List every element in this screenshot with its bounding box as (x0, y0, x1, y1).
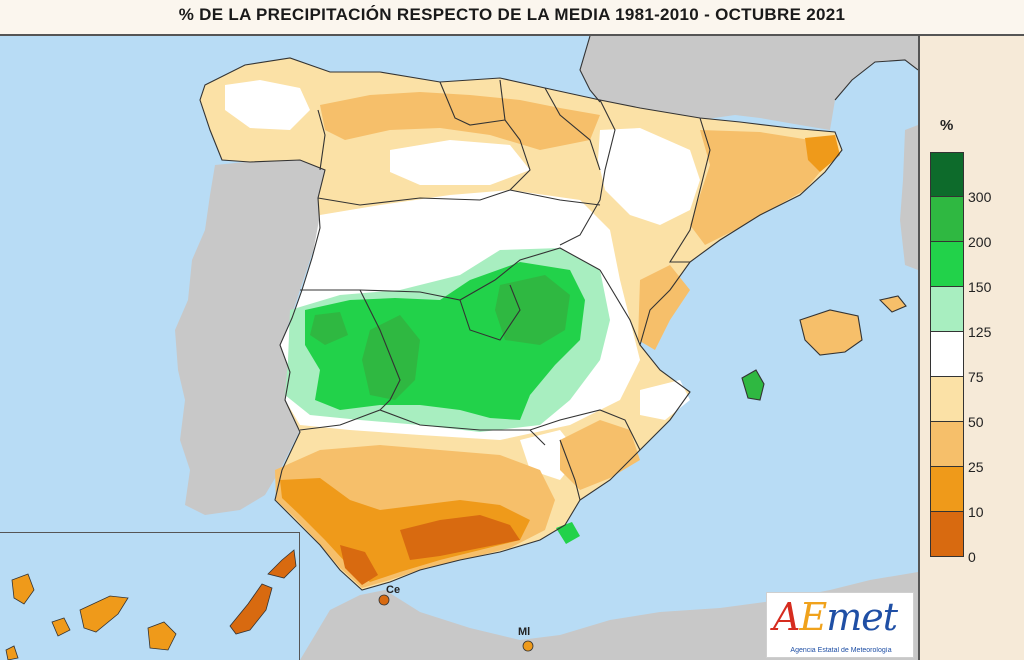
aemet-logo-subtitle: Agencia Estatal de Meteorología (790, 647, 892, 654)
africa-land (300, 572, 918, 660)
region-very-wet-3 (310, 312, 348, 345)
region-normal-galicia (225, 80, 310, 130)
legend-break-label: 25 (968, 459, 984, 475)
legend-swatch (930, 242, 964, 287)
region-normal-east (598, 128, 700, 225)
region-wet-almeria (556, 522, 580, 544)
france-land (580, 36, 918, 130)
region-dry-valencia (638, 265, 690, 350)
region-very-dry-catalonia (805, 135, 840, 172)
legend-swatch (930, 422, 964, 467)
region-extreme-dry-2 (340, 545, 378, 585)
aemet-logo: AEmet Agencia Estatal de Meteorología (766, 592, 914, 658)
legend-break-label: 125 (968, 324, 992, 340)
legend-swatch (930, 332, 964, 377)
canary-inset-frame (0, 532, 300, 660)
map-title: % DE LA PRECIPITACIÓN RESPECTO DE LA MED… (0, 0, 1024, 36)
region-very-wet-balear (742, 370, 764, 400)
region-dry-murcia (560, 420, 640, 490)
region-very-wet-1 (495, 275, 570, 345)
legend-break-label: 10 (968, 504, 984, 520)
melilla-label: Ml (518, 626, 531, 638)
precipitation-map (0, 36, 920, 660)
region-dry-north (320, 92, 600, 150)
legend-swatch (930, 197, 964, 242)
legend-break-label: 50 (968, 414, 984, 430)
sardinia-land (900, 125, 918, 270)
legend-unit: % (940, 117, 954, 134)
portugal-land (175, 160, 325, 515)
legend-swatch (930, 512, 964, 557)
legend-break-label: 75 (968, 369, 984, 385)
region-normal-north (390, 140, 530, 185)
region-dry-menorca (880, 296, 906, 312)
legend-break-label: 300 (968, 189, 992, 205)
legend-swatch (930, 152, 964, 197)
canary-islands (5, 549, 297, 660)
region-extreme-dry-1 (400, 515, 520, 560)
aemet-logo-text: AEmet (773, 595, 898, 639)
legend-break-label: 0 (968, 549, 976, 565)
region-dry-balear (800, 310, 862, 355)
ceuta-label: Ce (386, 584, 401, 596)
legend-break-label: 200 (968, 234, 992, 250)
legend-swatch (930, 287, 964, 332)
legend-break-label: 150 (968, 279, 992, 295)
region-dry-northeast (690, 130, 830, 245)
legend-swatch (930, 467, 964, 512)
legend-swatch (930, 377, 964, 422)
